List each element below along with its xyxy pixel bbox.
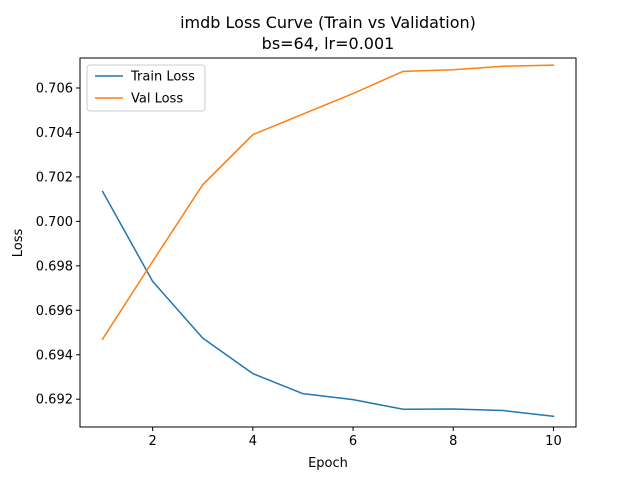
x-tick-label: 10 <box>545 434 562 449</box>
y-tick-label: 0.700 <box>36 215 73 230</box>
chart-title-line2: bs=64, lr=0.001 <box>262 34 395 53</box>
y-axis-label: Loss <box>11 229 26 258</box>
legend-label-train: Train Loss <box>130 70 195 85</box>
y-tick-label: 0.704 <box>36 126 73 141</box>
series-lines <box>101 64 555 418</box>
x-tick-label: 6 <box>349 434 357 449</box>
y-tick-label: 0.696 <box>36 304 73 319</box>
plot-area <box>79 57 577 428</box>
y-tick-label: 0.694 <box>36 348 73 363</box>
y-tick-label: 0.706 <box>36 82 73 97</box>
legend-label-val: Val Loss <box>131 92 183 107</box>
x-tick-label: 4 <box>249 434 257 449</box>
x-tick-label: 2 <box>149 434 157 449</box>
y-axis-ticks: 0.692 0.694 0.696 0.698 0.700 0.702 0.704 0.706 <box>36 82 80 408</box>
val-loss-line <box>101 64 555 341</box>
chart-title-line1: imdb Loss Curve (Train vs Validation) <box>180 13 476 32</box>
x-tick-label: 8 <box>449 434 457 449</box>
x-axis-label: Epoch <box>308 456 348 471</box>
y-tick-label: 0.692 <box>36 393 73 408</box>
x-axis-ticks: 2 4 6 8 10 <box>149 427 562 449</box>
train-loss-line <box>101 190 555 418</box>
y-tick-label: 0.698 <box>36 259 73 274</box>
legend: Train Loss Val Loss <box>86 64 206 112</box>
y-tick-label: 0.702 <box>36 170 73 185</box>
